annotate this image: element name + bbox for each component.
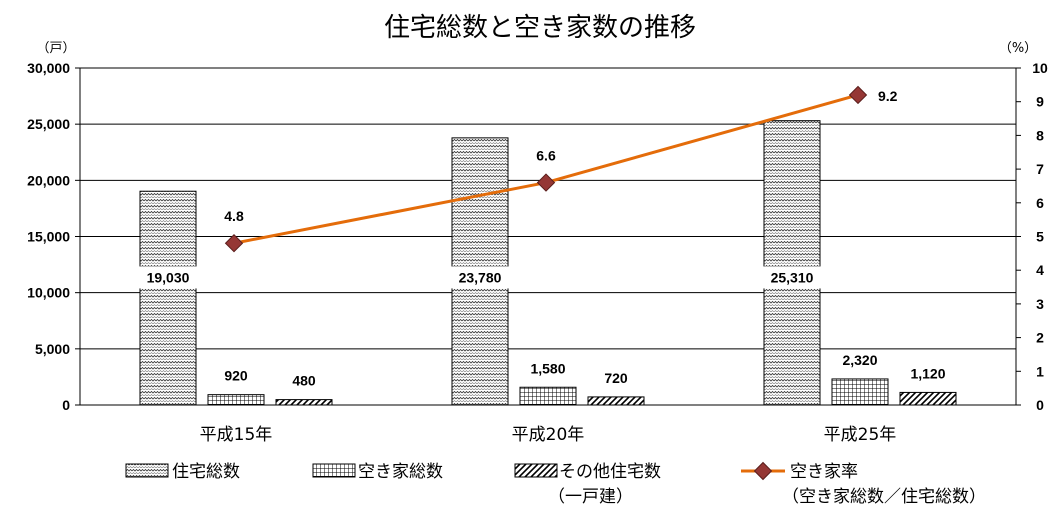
right-tick-label: 9	[1036, 94, 1044, 110]
data-label-other: 1,120	[910, 365, 945, 381]
left-tick-label: 20,000	[27, 172, 70, 188]
left-tick-label: 30,000	[27, 60, 70, 76]
bar-vacant-houses	[831, 378, 889, 406]
rate-marker	[536, 173, 556, 192]
right-axis-unit: （%）	[999, 41, 1037, 56]
bar-vacant-houses	[519, 386, 577, 406]
right-tick-label: 6	[1036, 195, 1044, 211]
data-label-rate: 6.6	[536, 148, 556, 164]
data-label-total: 25,310	[771, 269, 814, 285]
right-tick-label: 3	[1036, 296, 1044, 312]
rate-marker	[224, 234, 244, 253]
right-tick-label: 2	[1036, 330, 1044, 346]
legend-swatch-other	[514, 463, 558, 478]
legend-sublabel-other: （一戸建）	[548, 487, 633, 507]
data-labels: 19,030 920 480 23,780 1,580 720 25,310 2,320 1,1…	[136, 88, 946, 389]
data-label-vacant: 2,320	[842, 352, 877, 368]
right-tick-label: 1	[1036, 363, 1044, 379]
data-label-rate: 9.2	[878, 88, 898, 104]
bar-total-housing	[763, 120, 821, 406]
category-label: 平成20年	[512, 425, 585, 445]
bar-other-houses	[587, 396, 645, 406]
left-tick-label: 10,000	[27, 285, 70, 301]
right-tick-label: 10	[1032, 60, 1048, 76]
rate-line	[224, 85, 868, 253]
category-labels: 平成15年 平成20年 平成25年	[200, 425, 897, 445]
bar-other-houses	[275, 399, 333, 406]
right-tick-label: 0	[1036, 397, 1044, 413]
legend-label-total: 住宅総数	[172, 462, 240, 482]
category-label: 平成25年	[824, 425, 897, 445]
right-tick-label: 7	[1036, 161, 1044, 177]
data-label-bg	[448, 266, 512, 289]
data-label-vacant: 1,580	[530, 360, 565, 376]
legend-swatch-vacant	[312, 463, 356, 478]
data-label-other: 720	[604, 370, 628, 386]
right-tick-label: 5	[1036, 229, 1044, 245]
left-tick-label: 0	[62, 397, 70, 413]
left-axis-unit: （戸）	[36, 41, 75, 56]
bar-vacant-houses	[207, 394, 265, 406]
right-tick-label: 4	[1036, 262, 1044, 278]
bar-total-housing	[139, 190, 197, 406]
legend-label-other: その他住宅数	[559, 462, 661, 482]
data-label-total: 23,780	[459, 269, 502, 285]
left-tick-label: 5,000	[35, 341, 70, 357]
legend-label-rate: 空き家率	[790, 462, 858, 482]
data-label-bg	[136, 266, 200, 289]
legend-sublabel-rate: （空き家総数／住宅総数）	[782, 487, 986, 507]
data-label-rate: 4.8	[224, 208, 244, 224]
rate-marker	[848, 85, 868, 105]
category-label: 平成15年	[200, 425, 273, 445]
data-label-vacant: 920	[224, 368, 248, 384]
left-axis-ticks: 0 5,000 10,000 15,000 20,000 25,000 30,000	[27, 60, 80, 413]
legend-marker-rate	[753, 461, 773, 481]
data-label-other: 480	[292, 373, 316, 389]
bar-other-houses	[899, 391, 957, 406]
data-label-bg	[760, 266, 824, 289]
chart-title: 住宅総数と空き家数の推移	[384, 13, 696, 43]
data-label-total: 19,030	[147, 269, 190, 285]
legend: 住宅総数 空き家総数 その他住宅数 （一戸建） 空き家率 （空き家総数／住宅総数…	[125, 461, 986, 507]
right-axis-ticks: 0 1 2 3 4 5 6 7 8 9 10	[1016, 60, 1048, 413]
left-tick-label: 25,000	[27, 116, 70, 132]
left-tick-label: 15,000	[27, 229, 70, 245]
right-tick-label: 8	[1036, 127, 1044, 143]
legend-swatch-total	[125, 463, 169, 478]
legend-label-vacant: 空き家総数	[358, 462, 443, 482]
